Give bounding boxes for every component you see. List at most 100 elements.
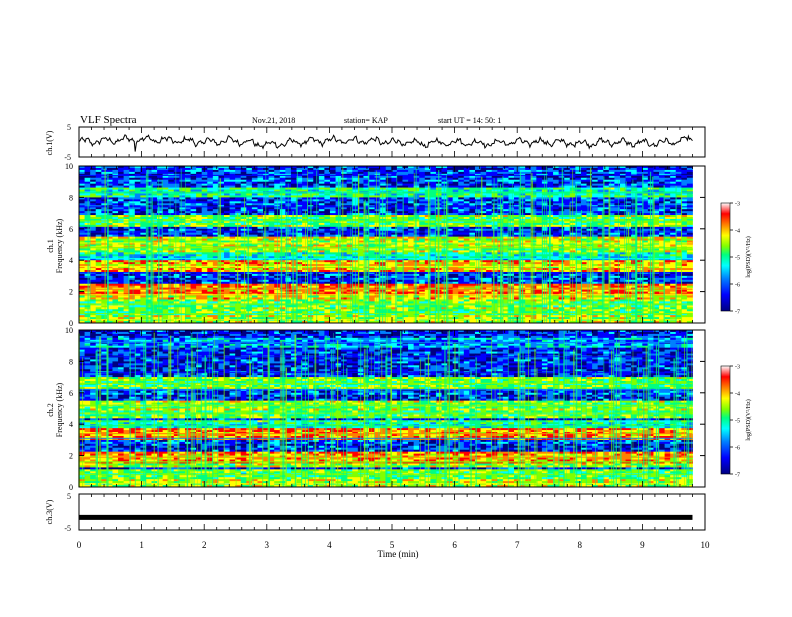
spectrogram-cell bbox=[246, 167, 253, 171]
spectrogram-cell bbox=[619, 193, 626, 196]
spectrogram-cell bbox=[307, 169, 314, 173]
spectrogram-cell bbox=[235, 193, 242, 196]
spectrogram-cell bbox=[268, 166, 275, 169]
spectrogram-cell bbox=[452, 181, 459, 185]
spectrogram-cell bbox=[675, 167, 682, 171]
spectrogram-cell bbox=[274, 169, 281, 173]
spectrogram-cell bbox=[497, 175, 504, 179]
spectrogram-cell bbox=[631, 183, 638, 187]
spectrogram-cell bbox=[374, 179, 381, 183]
spectrogram-cell bbox=[296, 187, 303, 190]
spectrogram-cell bbox=[106, 189, 113, 192]
spectrogram-cell bbox=[151, 181, 158, 185]
spectrogram-cell bbox=[274, 177, 281, 181]
spectrogram-cell bbox=[90, 179, 97, 183]
spectrogram-cell bbox=[84, 166, 91, 169]
spectrogram-cell bbox=[592, 177, 599, 181]
spectrogram-cell bbox=[279, 166, 286, 169]
spectrogram-cell bbox=[184, 195, 191, 198]
spectrogram-cell bbox=[168, 175, 175, 179]
spectrogram-cell bbox=[592, 179, 599, 183]
spectrogram-cell bbox=[296, 175, 303, 179]
spectrogram-cell bbox=[636, 183, 643, 187]
spectrogram-cell bbox=[168, 185, 175, 188]
spectrogram-cell bbox=[369, 171, 375, 175]
spectrogram-cell bbox=[558, 185, 565, 188]
spectrogram-cell bbox=[603, 166, 610, 169]
spectrogram-cell bbox=[631, 181, 638, 185]
spectrogram-cell bbox=[391, 166, 398, 169]
spectrogram-cell bbox=[235, 181, 242, 185]
spectrogram-cell bbox=[474, 167, 481, 171]
spectrogram-cell bbox=[541, 171, 548, 175]
spectrogram-cell bbox=[369, 179, 375, 183]
spectrogram-cell bbox=[553, 175, 560, 179]
spectrogram-cell bbox=[580, 166, 587, 169]
station-label: station= KAP bbox=[344, 116, 388, 125]
spectrogram-cell bbox=[251, 169, 258, 173]
spectrogram-cell bbox=[474, 189, 481, 192]
spectrogram-cell bbox=[430, 166, 437, 169]
spectrogram-cell bbox=[396, 183, 403, 187]
spectrogram-cell bbox=[536, 187, 543, 190]
spectrogram-cell bbox=[597, 189, 604, 192]
spectrogram-cell bbox=[670, 185, 677, 188]
spectrogram-cell bbox=[290, 195, 297, 198]
spectrogram-cell bbox=[123, 193, 130, 196]
spectrogram-cell bbox=[631, 171, 638, 175]
spectrogram-cell bbox=[614, 193, 621, 196]
spectrogram-cell bbox=[235, 169, 242, 173]
spectrogram-cell bbox=[207, 167, 214, 171]
spectrogram-cell bbox=[558, 189, 565, 192]
spectrogram-cell bbox=[329, 189, 336, 192]
spectrogram-cell bbox=[681, 181, 688, 185]
spectrogram-cell bbox=[318, 179, 325, 183]
spectrogram-cell bbox=[502, 179, 509, 183]
spectrogram-cell bbox=[502, 166, 509, 169]
spectrogram-cell bbox=[636, 187, 643, 190]
spectrogram-cell bbox=[380, 179, 387, 183]
spectrogram-cell bbox=[134, 171, 141, 175]
spectrogram-cell bbox=[681, 187, 688, 190]
spectrogram-cell bbox=[396, 166, 403, 169]
spectrogram-cell bbox=[525, 193, 532, 196]
spectrogram-cell bbox=[179, 187, 186, 190]
spectrogram-cell bbox=[686, 166, 693, 169]
spectrogram-cell bbox=[408, 175, 415, 179]
spectrogram-cell bbox=[625, 189, 632, 192]
spectrogram-cell bbox=[157, 169, 164, 173]
spectrogram-cell bbox=[530, 179, 537, 183]
spectrogram-cell bbox=[374, 187, 381, 190]
spectrogram-cell bbox=[168, 195, 175, 198]
spectrogram-cell bbox=[346, 185, 353, 188]
spectrogram-cell bbox=[586, 179, 593, 183]
spectrogram-cell bbox=[157, 171, 164, 175]
spectrogram-cell bbox=[341, 183, 348, 187]
spectrogram-cell bbox=[396, 175, 403, 179]
spectrogram-cell bbox=[335, 167, 342, 171]
spectrogram-cell bbox=[224, 193, 230, 196]
ch1-ytick-top: 5 bbox=[67, 123, 71, 132]
spectrogram-cell bbox=[140, 177, 147, 181]
spectrogram-cell bbox=[118, 166, 125, 169]
spectrogram-cell bbox=[257, 177, 264, 181]
spectrogram-cell bbox=[502, 175, 509, 179]
spectrogram-cell bbox=[430, 181, 437, 185]
spectrogram-cell bbox=[608, 169, 615, 173]
spectrogram-cell bbox=[547, 185, 554, 188]
spectrogram-cell bbox=[508, 193, 515, 196]
spectrogram-cell bbox=[84, 189, 91, 192]
spectrogram-cell bbox=[547, 166, 554, 169]
spectrogram-cell bbox=[474, 169, 481, 173]
spectrogram-cell bbox=[374, 181, 381, 185]
spectrogram-cell bbox=[129, 167, 136, 171]
spectrogram-cell bbox=[112, 179, 119, 183]
spectrogram-cell bbox=[307, 175, 314, 179]
spectrogram-cell bbox=[218, 179, 225, 183]
spectrogram-cell bbox=[274, 187, 281, 190]
spectrogram-cell bbox=[659, 166, 665, 169]
spectrogram-cell bbox=[553, 169, 560, 173]
spectrogram-cell bbox=[235, 183, 242, 187]
spectrogram-cell bbox=[134, 195, 141, 198]
spectrogram-cell bbox=[212, 183, 219, 187]
